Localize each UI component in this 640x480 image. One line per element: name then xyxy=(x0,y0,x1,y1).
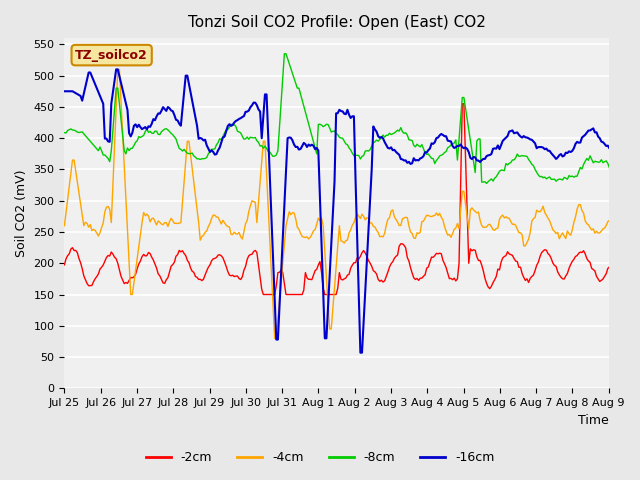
X-axis label: Time: Time xyxy=(578,414,609,427)
Title: Tonzi Soil CO2 Profile: Open (East) CO2: Tonzi Soil CO2 Profile: Open (East) CO2 xyxy=(188,15,486,30)
Y-axis label: Soil CO2 (mV): Soil CO2 (mV) xyxy=(15,169,28,257)
Text: TZ_soilco2: TZ_soilco2 xyxy=(76,48,148,61)
Legend: -2cm, -4cm, -8cm, -16cm: -2cm, -4cm, -8cm, -16cm xyxy=(141,446,499,469)
